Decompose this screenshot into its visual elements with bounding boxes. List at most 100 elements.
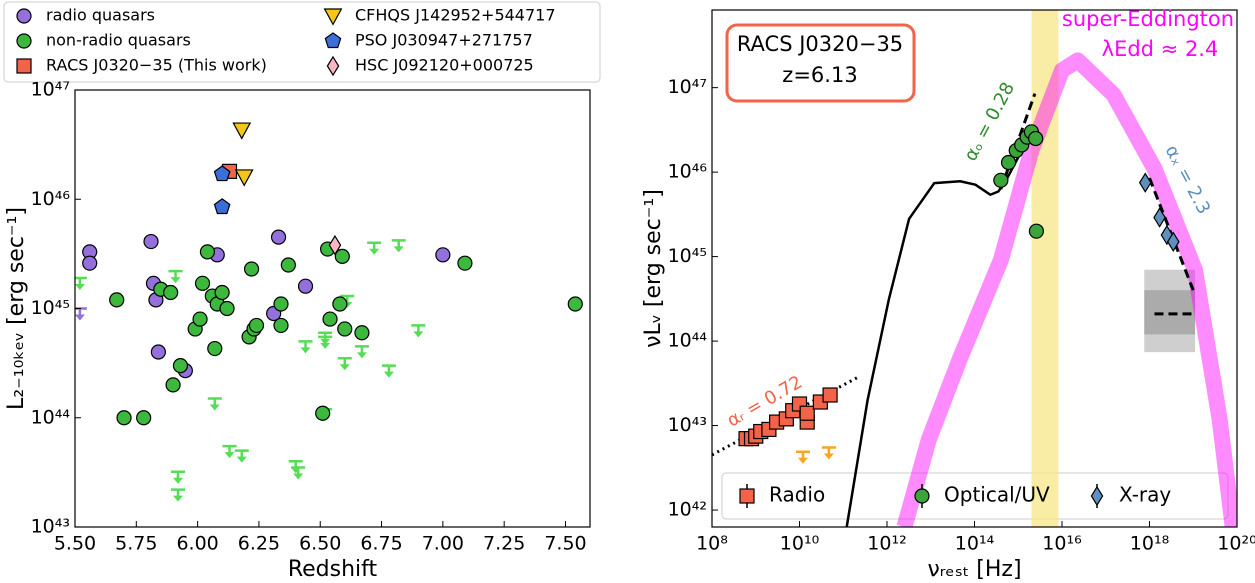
curve [845, 131, 1033, 527]
x-tick-label: 7.50 [544, 533, 586, 555]
x-tick-label: 6.00 [176, 533, 218, 555]
upper-limit-arrow [75, 314, 85, 321]
upper-limit [367, 241, 382, 255]
point [322, 311, 338, 327]
upper-limit [795, 450, 810, 464]
upper-limit-arrow [173, 495, 183, 502]
upper-limit-arrow [75, 284, 85, 291]
point [243, 261, 260, 277]
x-tick-label: 10¹⁴ [955, 533, 995, 555]
point [354, 325, 370, 341]
legend-label: HSC J092120+000725 [355, 56, 534, 75]
upper-limit-arrow [236, 456, 247, 463]
plot-area [75, 122, 583, 502]
point [234, 169, 254, 187]
x-axis-label: Redshift [288, 557, 378, 582]
y-tick-label: 10⁴⁶ [31, 188, 70, 210]
x-tick-label: 7.00 [422, 533, 464, 555]
y-tick-label: 10⁴⁴ [668, 330, 708, 352]
range-box [1144, 290, 1196, 335]
upper-limit-arrow [209, 404, 220, 411]
annotation-box [725, 23, 916, 103]
y-tick-label: 10⁴⁷ [31, 79, 70, 101]
upper-limit [354, 345, 369, 359]
shaded-region [1031, 10, 1059, 527]
legend-label: non-radio quasars [46, 31, 191, 50]
x-tick-label: 7.25 [483, 533, 525, 555]
upper-limit-arrow [170, 277, 181, 284]
x-tick-label: 10¹² [867, 533, 906, 555]
legend-marker [739, 488, 755, 504]
legend-label: Optical/UV [944, 483, 1050, 507]
point [199, 244, 216, 260]
upper-limit-arrow [413, 331, 424, 338]
point [172, 358, 189, 374]
y-tick-label: 10⁴² [668, 499, 707, 521]
legend-label: Radio [769, 483, 825, 507]
legend-label: X-ray [1119, 483, 1171, 507]
y-axis-label: νLᵥ [erg sec⁻¹] [641, 189, 666, 348]
upper-limit-arrow [173, 477, 183, 484]
upper-limit-arrow [356, 352, 367, 359]
upper-limit [298, 340, 313, 354]
upper-limit [337, 357, 352, 371]
annotation: z=6.13 [782, 63, 857, 87]
x-tick-label: 10¹⁶ [1042, 533, 1081, 555]
legend-marker [1090, 485, 1104, 507]
x-tick-label: 10⁸ [696, 533, 728, 555]
point [82, 255, 98, 271]
y-tick-label: 10⁴⁵ [31, 297, 70, 319]
point [163, 284, 179, 301]
upper-limit-arrow [300, 347, 311, 354]
upper-limit [207, 397, 222, 411]
x-tick-label: 6.75 [360, 533, 402, 555]
point [280, 257, 296, 273]
point [1138, 172, 1152, 193]
legend-marker [16, 8, 32, 24]
point [116, 410, 132, 426]
legend-marker [323, 8, 343, 26]
point [1028, 223, 1045, 239]
point [150, 344, 166, 360]
legend-label: RACS J0320−35 (This work) [46, 56, 267, 75]
upper-limit-arrow [393, 246, 404, 253]
upper-limit [171, 488, 185, 502]
point [315, 405, 331, 421]
point [213, 165, 231, 182]
x-tick-label: 6.50 [299, 533, 341, 555]
y-tick-label: 10⁴³ [668, 414, 707, 436]
upper-limit [291, 466, 306, 480]
point [136, 410, 152, 426]
point [232, 122, 252, 140]
point [109, 292, 125, 308]
point [993, 172, 1009, 188]
upper-limit-arrow [320, 342, 331, 349]
x-tick-label: 5.75 [115, 533, 157, 555]
point [194, 275, 211, 291]
y-tick-label: 10⁴⁵ [668, 245, 707, 267]
point [165, 377, 181, 393]
curve-label: λEdd ≈ 2.4 [1102, 37, 1219, 61]
x-tick-label: 6.25 [238, 533, 280, 555]
x-tick-label: 10²⁰ [1217, 533, 1255, 555]
curve-label: super-Eddington [1062, 7, 1234, 31]
legend-marker [914, 488, 930, 504]
point [328, 234, 342, 256]
annotation: RACS J0320−35 [737, 32, 903, 56]
upper-limit-arrow [823, 453, 834, 460]
upper-limit-arrow [797, 457, 808, 464]
upper-limit [821, 446, 836, 460]
point [270, 229, 287, 245]
axes-frame [74, 89, 591, 528]
legend-marker [324, 32, 342, 49]
upper-limit [234, 449, 249, 463]
legend-marker [16, 58, 32, 74]
point [143, 233, 159, 250]
plot-area [712, 10, 1237, 527]
upper-limit-arrow [224, 452, 235, 459]
point [192, 311, 208, 327]
y-tick-label: 10⁴⁴ [31, 406, 71, 428]
legend-box [721, 472, 1229, 520]
x-axis-label: νᵣₑₛₜ [Hz] [927, 557, 1021, 582]
